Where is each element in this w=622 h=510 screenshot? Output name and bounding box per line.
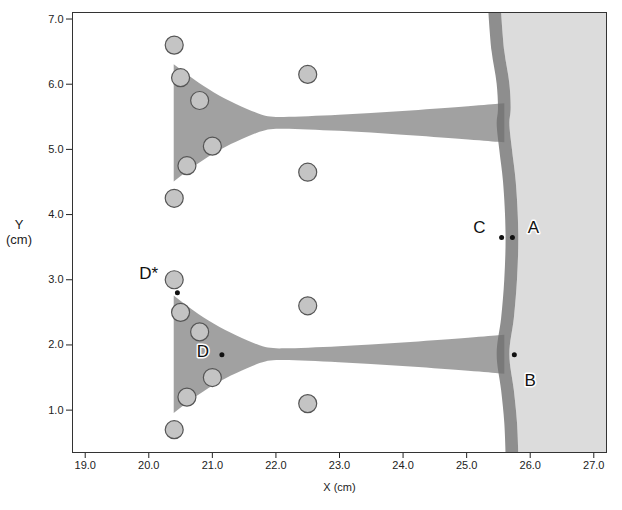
- svg-text:26.0: 26.0: [520, 459, 541, 471]
- svg-text:20.0: 20.0: [138, 459, 159, 471]
- svg-text:7.0: 7.0: [48, 13, 63, 25]
- html-text:(cm): (cm): [6, 232, 32, 247]
- svg-text:6.0: 6.0: [48, 78, 63, 90]
- svg-text:A: A: [528, 218, 540, 237]
- svg-text:5.0: 5.0: [48, 143, 63, 155]
- svg-text:24.0: 24.0: [392, 459, 413, 471]
- svg-text:23.0: 23.0: [329, 459, 350, 471]
- svg-text:19.0: 19.0: [75, 459, 96, 471]
- html-text:Y: Y: [14, 217, 24, 232]
- svg-text:27.0: 27.0: [583, 459, 604, 471]
- svg-text:3.0: 3.0: [48, 273, 63, 285]
- svg-text:25.0: 25.0: [456, 459, 477, 471]
- svg-text:C: C: [473, 218, 485, 237]
- svg-text:X (cm): X (cm): [323, 481, 355, 493]
- svg-text:4.0: 4.0: [48, 208, 63, 220]
- svg-text:2.0: 2.0: [48, 338, 63, 350]
- svg-text:1.0: 1.0: [48, 404, 63, 416]
- svg-text:B: B: [525, 371, 536, 390]
- svg-text:21.0: 21.0: [202, 459, 223, 471]
- svg-text:D: D: [197, 342, 209, 361]
- svg-text:22.0: 22.0: [265, 459, 286, 471]
- svg-text:D*: D*: [139, 264, 158, 283]
